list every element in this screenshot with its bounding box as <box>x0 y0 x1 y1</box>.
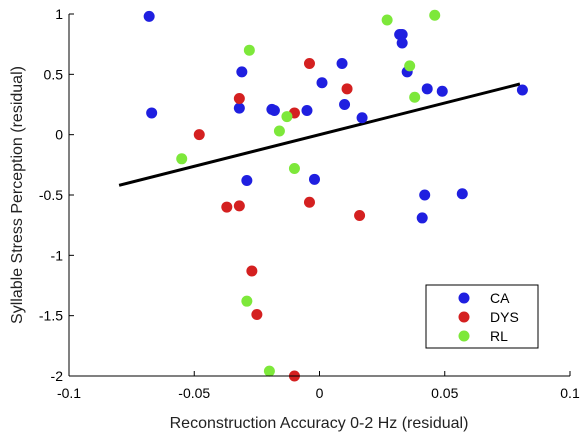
x-tick-label: -0.1 <box>57 385 81 401</box>
legend-box <box>425 284 539 349</box>
point-ca <box>241 175 253 187</box>
legend: CA DYS RL <box>425 284 539 349</box>
point-ca <box>233 102 245 114</box>
legend-marker-dys <box>458 311 470 323</box>
point-rl <box>404 60 416 72</box>
point-rl <box>241 295 253 307</box>
point-ca <box>339 99 351 110</box>
point-ca <box>308 173 320 185</box>
point-dys <box>221 201 233 213</box>
point-ca <box>456 188 468 200</box>
point-rl <box>429 9 441 21</box>
point-rl <box>273 125 285 137</box>
legend-marker-rl <box>458 330 470 342</box>
point-dys <box>246 265 258 277</box>
point-rl <box>243 44 255 56</box>
point-dys <box>354 210 366 222</box>
axes-layer: -0.1 -0.05 0 0.05 0.1 1 0.5 0 -0.5 -1 -1.5 -2 <box>39 6 580 401</box>
legend-label-dys: DYS <box>490 309 519 325</box>
x-axis-label: Reconstruction Accuracy 0-2 Hz (residual… <box>170 415 469 432</box>
point-ca <box>396 37 408 49</box>
legend-marker-ca <box>458 292 470 304</box>
point-rl <box>381 14 393 26</box>
point-ca <box>301 105 313 117</box>
point-ca <box>143 10 155 22</box>
point-ca <box>436 85 448 97</box>
point-ca <box>316 77 328 89</box>
point-rl <box>176 153 188 165</box>
y-tick-label: -2 <box>51 368 64 384</box>
point-ca <box>356 112 368 124</box>
point-dys <box>193 129 205 141</box>
point-dys <box>233 200 245 212</box>
legend-label-ca: CA <box>490 290 510 306</box>
point-ca <box>236 66 248 78</box>
legend-label-rl: RL <box>490 328 508 344</box>
regression-line <box>118 82 521 187</box>
point-dys <box>303 57 315 69</box>
point-ca <box>396 29 408 41</box>
marks-layer <box>118 9 528 382</box>
y-tick-label: 0 <box>55 127 63 143</box>
point-rl <box>263 365 275 377</box>
y-tick-label: -1.5 <box>39 308 63 324</box>
point-rl <box>288 162 300 174</box>
point-ca <box>336 57 348 69</box>
y-tick-label: 1 <box>55 6 63 22</box>
point-dys <box>303 196 315 208</box>
x-tick-label: -0.05 <box>178 385 210 401</box>
point-rl <box>281 111 293 123</box>
y-tick-label: 0.5 <box>44 66 64 82</box>
point-rl <box>409 91 421 103</box>
point-dys <box>251 308 263 320</box>
point-ca <box>268 105 280 117</box>
x-tick-label: 0 <box>316 385 324 401</box>
point-ca <box>421 83 433 95</box>
y-axis-label: Syllable Stress Perception (residual) <box>9 66 26 324</box>
y-tick-label: -1 <box>51 247 64 263</box>
x-tick-label: 0.1 <box>560 385 580 401</box>
y-tick-label: -0.5 <box>39 187 63 203</box>
point-dys <box>341 83 353 95</box>
point-dys <box>233 92 245 104</box>
point-ca <box>146 107 158 119</box>
point-ca <box>516 84 528 96</box>
point-ca <box>416 212 428 224</box>
x-tick-label: 0.05 <box>431 385 458 401</box>
point-ca <box>419 189 431 201</box>
